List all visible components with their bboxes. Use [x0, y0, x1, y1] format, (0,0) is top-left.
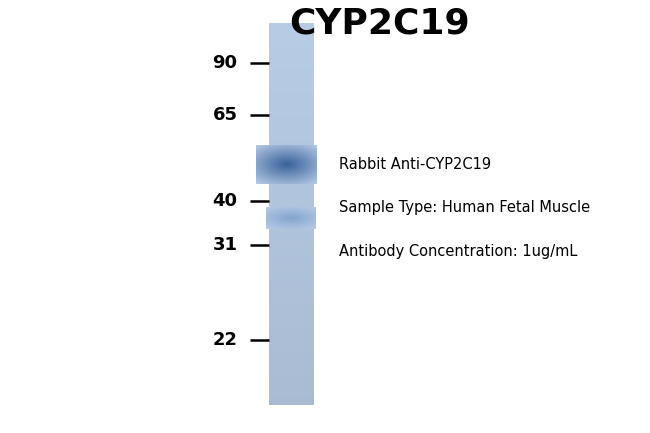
Text: Sample Type: Human Fetal Muscle: Sample Type: Human Fetal Muscle [339, 200, 590, 215]
Text: CYP2C19: CYP2C19 [289, 6, 470, 41]
Text: Antibody Concentration: 1ug/mL: Antibody Concentration: 1ug/mL [339, 244, 577, 259]
Text: 22: 22 [213, 331, 237, 349]
Text: 31: 31 [213, 236, 237, 254]
Text: 90: 90 [213, 54, 237, 72]
Text: 40: 40 [213, 192, 237, 210]
Text: 65: 65 [213, 106, 237, 124]
Text: Rabbit Anti-CYP2C19: Rabbit Anti-CYP2C19 [339, 157, 491, 172]
